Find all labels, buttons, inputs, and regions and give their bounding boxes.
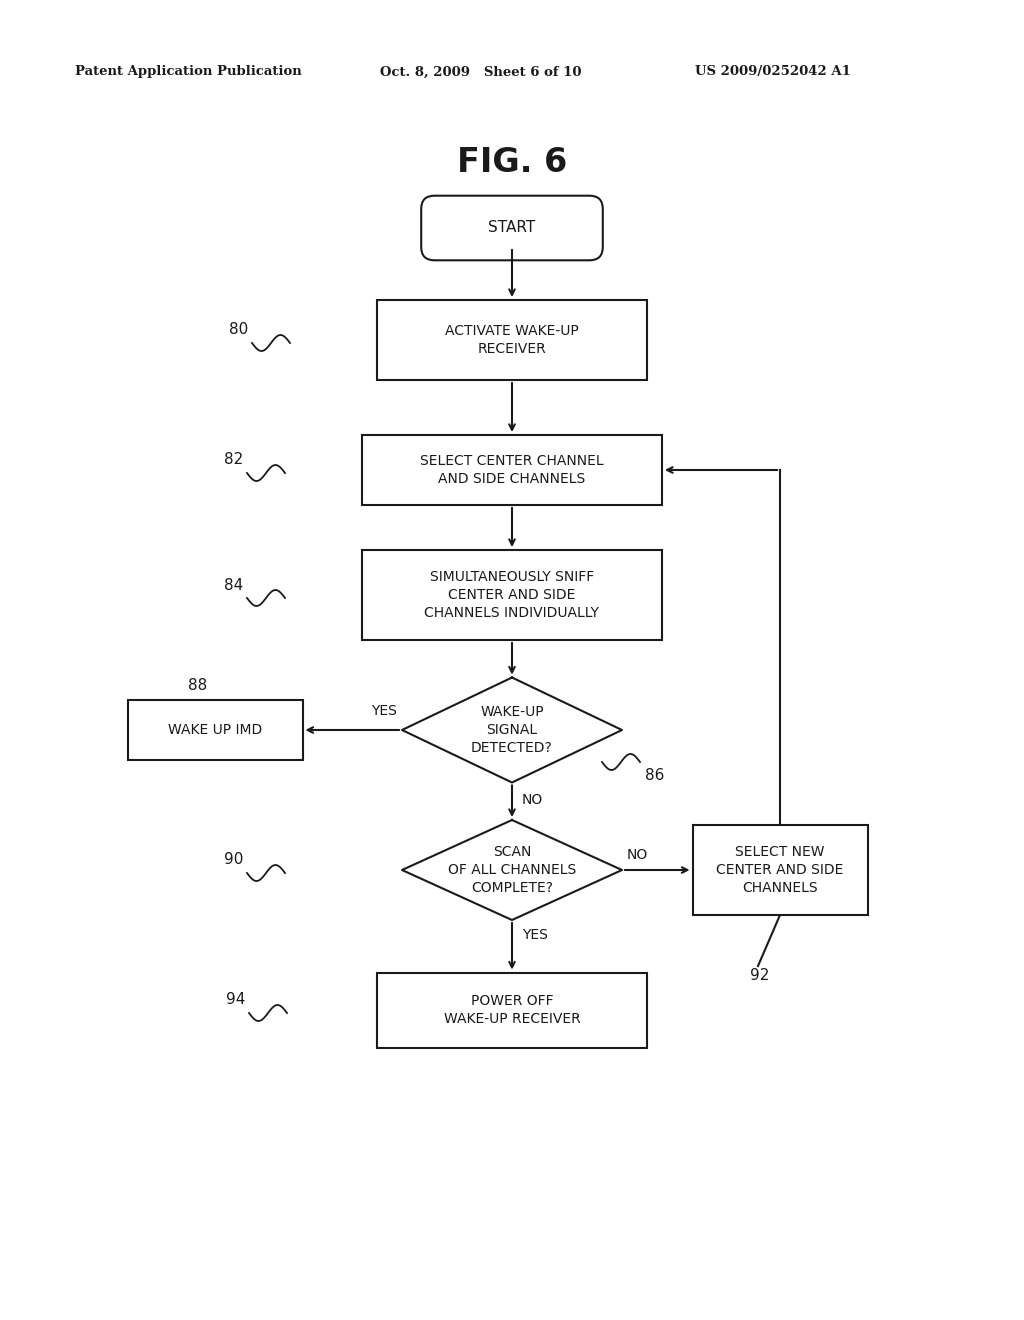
Text: NO: NO [522,792,544,807]
FancyBboxPatch shape [421,195,603,260]
Text: 94: 94 [225,993,245,1007]
Text: 88: 88 [188,678,207,693]
Bar [377,300,647,380]
Text: Patent Application Publication: Patent Application Publication [75,66,302,78]
Text: SELECT NEW
CENTER AND SIDE
CHANNELS: SELECT NEW CENTER AND SIDE CHANNELS [717,845,844,895]
Text: FIG. 6: FIG. 6 [457,147,567,180]
Text: 82: 82 [224,453,243,467]
Bar [362,436,662,506]
Text: START: START [488,220,536,235]
Text: YES: YES [371,704,397,718]
Bar [362,550,662,640]
Text: 84: 84 [224,578,243,593]
Text: 90: 90 [223,853,243,867]
Bar [128,700,302,760]
Bar [377,973,647,1048]
Text: 86: 86 [645,768,665,783]
Text: SCAN
OF ALL CHANNELS
COMPLETE?: SCAN OF ALL CHANNELS COMPLETE? [447,845,577,895]
Text: WAKE UP IMD: WAKE UP IMD [168,723,262,737]
Text: ACTIVATE WAKE-UP
RECEIVER: ACTIVATE WAKE-UP RECEIVER [445,323,579,356]
Text: 80: 80 [228,322,248,338]
Text: YES: YES [522,928,548,942]
Bar [692,825,867,915]
Text: 92: 92 [750,968,769,983]
Text: Oct. 8, 2009   Sheet 6 of 10: Oct. 8, 2009 Sheet 6 of 10 [380,66,582,78]
Text: US 2009/0252042 A1: US 2009/0252042 A1 [695,66,851,78]
Polygon shape [402,677,622,783]
Text: POWER OFF
WAKE-UP RECEIVER: POWER OFF WAKE-UP RECEIVER [443,994,581,1026]
Polygon shape [402,820,622,920]
Text: SIMULTANEOUSLY SNIFF
CENTER AND SIDE
CHANNELS INDIVIDUALLY: SIMULTANEOUSLY SNIFF CENTER AND SIDE CHA… [425,570,599,620]
Text: NO: NO [627,847,648,862]
Text: WAKE-UP
SIGNAL
DETECTED?: WAKE-UP SIGNAL DETECTED? [471,705,553,755]
Text: SELECT CENTER CHANNEL
AND SIDE CHANNELS: SELECT CENTER CHANNEL AND SIDE CHANNELS [420,454,604,486]
